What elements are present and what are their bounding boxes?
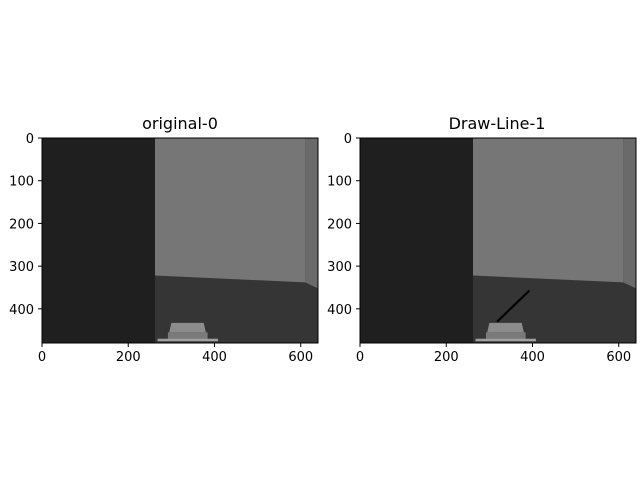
object-base	[167, 332, 208, 340]
drawn-line	[496, 289, 531, 323]
panel-title: Draw-Line-1	[449, 114, 546, 133]
object-top	[487, 322, 524, 333]
y-tick-label: 100	[9, 175, 34, 190]
left-wall	[42, 138, 155, 343]
image-plot	[360, 138, 636, 343]
x-tick-label: 200	[116, 350, 141, 365]
y-tick-label: 100	[327, 175, 352, 190]
y-tick-label: 200	[327, 217, 352, 232]
x-tick-label: 0	[356, 350, 364, 365]
x-tick-label: 400	[202, 350, 227, 365]
object-shadow	[157, 338, 218, 342]
x-tick-label: 400	[520, 350, 545, 365]
x-tick-label: 600	[606, 350, 631, 365]
x-tick-label: 600	[288, 350, 313, 365]
object-top	[169, 322, 206, 333]
y-tick-label: 0	[26, 132, 34, 147]
y-tick-label: 200	[9, 217, 34, 232]
left-wall	[360, 138, 473, 343]
y-tick-label: 400	[327, 303, 352, 318]
tick-group: 0 200 400 600 0 100 200 300 400	[327, 132, 631, 365]
panel-original: original-0 0 200 400 600 0 100 200 300 400	[9, 114, 319, 365]
x-tick-label: 0	[38, 350, 46, 365]
axes-frame	[41, 137, 319, 344]
x-tick-label: 200	[434, 350, 459, 365]
right-wall	[623, 138, 636, 289]
y-tick-label: 300	[327, 260, 352, 275]
right-wall	[305, 138, 318, 289]
back-wall	[154, 138, 306, 283]
y-tick-label: 400	[9, 303, 34, 318]
object-base	[485, 332, 526, 340]
y-tick-label: 0	[344, 132, 352, 147]
panel-draw-line: Draw-Line-1 0 200 400 600 0 100 200 300 400	[327, 114, 637, 365]
object-shadow	[475, 338, 536, 342]
image-plot	[42, 138, 318, 343]
back-wall	[472, 138, 624, 283]
axes-frame	[359, 137, 637, 344]
panel-title: original-0	[142, 114, 218, 133]
y-tick-label: 300	[9, 260, 34, 275]
tick-group: 0 200 400 600 0 100 200 300 400	[9, 132, 313, 365]
